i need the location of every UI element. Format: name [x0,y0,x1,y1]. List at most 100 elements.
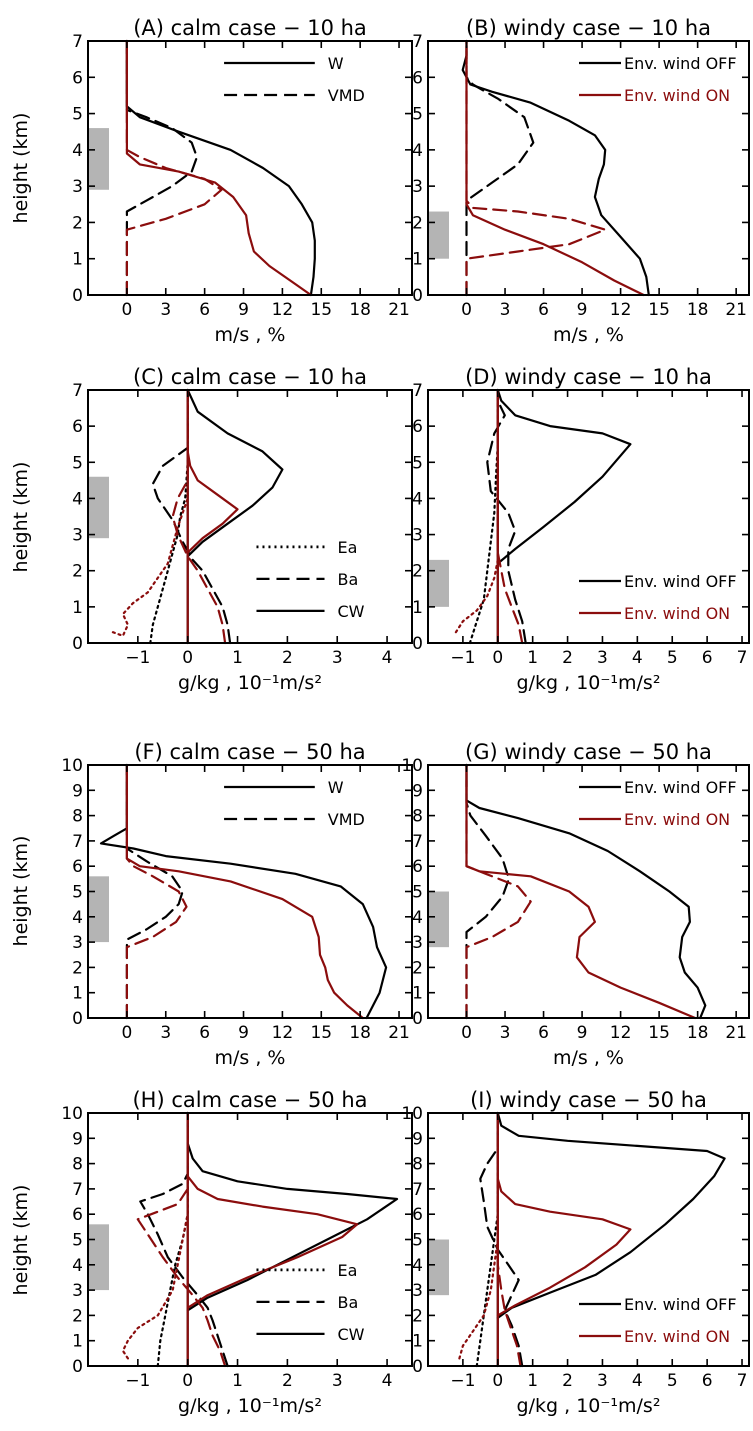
y-tick-label: 4 [72,908,83,928]
x-tick-label: 6 [538,300,549,320]
series-black-dot-line [475,1111,499,1368]
y-tick-label: 3 [72,933,83,953]
x-axis-label: m/s , % [553,324,624,346]
legend-label: CW [337,602,364,621]
x-tick-label: 15 [310,1023,332,1043]
x-tick-label: 6 [702,648,713,668]
y-tick-label: 1 [412,984,423,1004]
legend-label: W [328,778,344,797]
series-black-solid-line [465,763,707,1020]
panel-title: (D) windy case − 10 ha [465,365,712,389]
legend-label: VMD [328,810,365,829]
x-axis-label: m/s , % [553,1047,624,1069]
x-tick-label: 2 [282,648,293,668]
legend-label: Env. wind OFF [624,1295,737,1314]
legend-label: Env. wind ON [624,604,730,623]
x-tick-label: 18 [687,300,709,320]
panel-title: (F) calm case − 50 ha [134,740,365,764]
panel-title: (H) calm case − 50 ha [132,1088,367,1112]
x-tick-label: 3 [597,1371,608,1391]
shaded-region [89,1224,109,1291]
x-tick-label: 18 [687,1023,709,1043]
series-red-solid-line [465,763,697,1020]
x-tick-label: 1 [527,648,538,668]
legend-label: W [328,54,344,73]
legend-label: Ba [337,1293,358,1312]
legend-label: Env. wind OFF [624,778,737,797]
y-tick-label: 1 [72,250,83,270]
x-tick-label: 6 [702,1371,713,1391]
x-tick-label: 15 [310,300,332,320]
x-axis-label: g/kg , 10⁻¹m/s² [178,1395,322,1417]
x-tick-label: 9 [577,300,588,320]
shaded-region [89,876,109,943]
y-tick-label: 4 [412,141,423,161]
panel-title: (C) calm case − 10 ha [133,365,367,389]
y-tick-label: 7 [412,32,423,52]
series-black-solid-line [461,39,650,297]
y-tick-label: 1 [72,984,83,1004]
y-tick-label: 0 [72,1009,83,1029]
plot-frame [87,389,413,644]
y-tick-label: 6 [72,417,83,437]
x-tick-label: 0 [492,1371,503,1391]
x-tick-label: 3 [597,648,608,668]
y-tick-label: 1 [412,1332,423,1352]
legend: Env. wind OFF Env. wind ON [579,1295,737,1346]
y-tick-label: 2 [412,562,423,582]
series-red-dash-line [465,763,532,1020]
y-tick-label: 9 [412,1129,423,1149]
x-axis-label: g/kg , 10⁻¹m/s² [517,1395,661,1417]
x-tick-label: 21 [388,1023,410,1043]
y-tick-label: 3 [72,1281,83,1301]
y-tick-label: 8 [412,1155,423,1175]
y-tick-label: 7 [72,1180,83,1200]
x-tick-label: 4 [382,648,393,668]
series-black-solid-line [186,1111,399,1312]
y-tick-label: 2 [72,213,83,233]
y-tick-label: 9 [412,781,423,801]
y-tick-label: 1 [72,1332,83,1352]
legend-label: Env. wind ON [624,810,730,829]
y-tick-label: 0 [72,1357,83,1377]
legend: Ea Ba CW [256,1261,365,1344]
y-tick-label: 1 [412,598,423,618]
legend: W VMD [224,778,365,829]
panel-8: 0 1 2 3 4 5 6 7 8 9 10 −1 0 1 2 3 4 5 6 7 (I) windy case − 5… [401,1088,750,1417]
x-tick-label: −1 [450,1371,475,1391]
y-tick-label: 3 [412,933,423,953]
plot-frame [427,40,750,296]
y-tick-label: 4 [72,1256,83,1276]
y-tick-label: 8 [72,807,83,827]
series-black-dash-line [139,1111,229,1368]
x-tick-label: 9 [238,300,249,320]
y-tick-label: 0 [412,1357,423,1377]
panel-4: 0 1 2 3 4 5 6 7 −1 0 1 2 3 4 5 6 7 (D) windy case − 10 ha… [412,365,750,694]
series-black-dash-line [465,39,535,297]
y-tick-label: 5 [72,453,83,473]
legend-label: Env. wind ON [624,1327,730,1346]
x-tick-label: 12 [272,300,294,320]
shaded-region [89,128,109,190]
y-axis-label: height (km) [10,1185,32,1296]
series-red-dot-line [121,1111,189,1360]
panel-title: (A) calm case − 10 ha [133,16,367,40]
x-tick-label: 1 [232,1371,243,1391]
y-tick-label: 5 [72,105,83,125]
legend: W VMD [224,54,365,105]
y-tick-label: 10 [401,1104,423,1124]
y-tick-label: 2 [72,958,83,978]
legend-label: Env. wind ON [624,86,730,105]
series-black-solid-line [99,763,388,1020]
x-tick-label: 15 [648,300,670,320]
panel-3: 0 1 2 3 4 5 6 7 −1 0 1 2 3 4 (C) calm case − 10 ha g/kg… [72,365,413,694]
y-tick-label: 0 [72,634,83,654]
y-tick-label: 3 [412,1281,423,1301]
y-tick-label: 6 [72,68,83,88]
panel-7: 0 1 2 3 4 5 6 7 8 9 10 −1 0 1 2 3 4 (H) calm case − 50 ha… [61,1088,413,1417]
y-tick-label: 5 [72,1231,83,1251]
x-tick-label: 12 [610,1023,632,1043]
y-tick-label: 7 [412,381,423,401]
series-red-dash-line [496,1111,522,1368]
